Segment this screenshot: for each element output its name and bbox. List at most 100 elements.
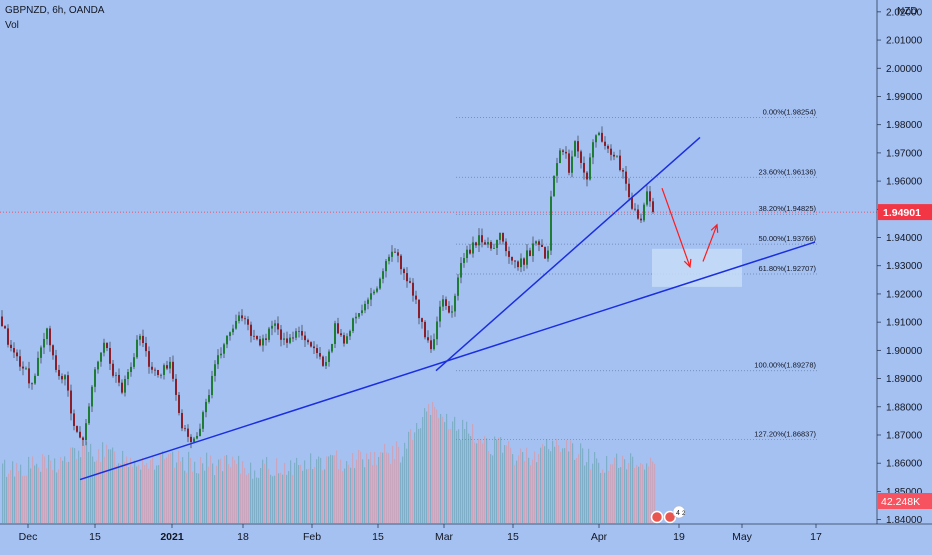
currency-label: NZD	[897, 6, 918, 17]
volume-bar	[202, 463, 204, 523]
volume-bar	[178, 451, 180, 523]
volume-bar	[478, 438, 480, 523]
volume-bar	[504, 445, 506, 523]
volume-bar	[352, 452, 354, 523]
candle-body	[349, 331, 351, 337]
candle-body	[25, 368, 27, 370]
candle-body	[535, 241, 537, 244]
volume-bar	[584, 465, 586, 523]
candle-body	[346, 336, 348, 344]
candle-body	[43, 338, 45, 348]
candle-body	[4, 326, 6, 329]
candle-body	[223, 344, 225, 354]
volume-indicator-label[interactable]: Vol	[5, 20, 19, 31]
candle-body	[79, 431, 81, 438]
candle-body	[328, 351, 330, 362]
candlesticks	[1, 126, 654, 449]
volume-bar	[520, 448, 522, 523]
volume-bar	[196, 473, 198, 523]
candle-body	[622, 170, 624, 172]
volume-bar	[234, 460, 236, 523]
volume-bar	[392, 445, 394, 523]
volume-bar	[82, 439, 84, 523]
volume-bar	[444, 422, 446, 523]
volume-bar	[282, 474, 284, 523]
volume-bar	[386, 452, 388, 523]
candle-body	[367, 299, 369, 304]
volume-bar	[530, 465, 532, 523]
volume-bars	[2, 401, 656, 523]
volume-bar	[348, 464, 350, 523]
volume-bar	[66, 462, 68, 523]
volume-bar	[252, 478, 254, 523]
candle-body	[478, 235, 480, 246]
candle-body	[16, 352, 18, 357]
volume-bar	[368, 459, 370, 523]
candle-body	[571, 156, 573, 173]
candle-body	[88, 406, 90, 424]
volume-bar	[486, 438, 488, 523]
volume-bar	[626, 469, 628, 523]
candle-body	[502, 232, 504, 242]
candle-body	[556, 163, 558, 176]
volume-bar	[540, 447, 542, 523]
volume-bar	[246, 474, 248, 523]
volume-bar	[616, 453, 618, 523]
volume-bar	[586, 462, 588, 523]
candle-body	[637, 209, 639, 219]
volume-bar	[188, 451, 190, 523]
volume-bar	[544, 446, 546, 523]
candle-body	[64, 375, 66, 380]
volume-bar	[288, 471, 290, 523]
volume-bar	[524, 460, 526, 523]
volume-bar	[354, 468, 356, 523]
volume-bar	[52, 469, 54, 523]
fib-level-label: 0.00%(1.98254)	[763, 108, 817, 117]
volume-bar	[58, 469, 60, 523]
candle-body	[583, 162, 585, 173]
candle-body	[391, 251, 393, 257]
volume-bar	[356, 459, 358, 523]
candle-body	[433, 339, 435, 350]
x-tick-label: Mar	[435, 531, 454, 543]
volume-bar	[272, 476, 274, 523]
volume-bar	[192, 471, 194, 523]
volume-bar	[100, 461, 102, 523]
volume-bar	[242, 460, 244, 523]
current-price-value: 1.94901	[883, 207, 921, 219]
volume-bar	[2, 463, 4, 523]
volume-bar	[618, 467, 620, 523]
volume-bar	[102, 442, 104, 523]
volume-bar	[270, 474, 272, 523]
volume-bar	[48, 454, 50, 523]
volume-bar	[412, 439, 414, 523]
volume-bar	[314, 466, 316, 523]
volume-bar	[550, 451, 552, 523]
x-tick-label: Dec	[19, 531, 38, 543]
volume-bar	[210, 455, 212, 523]
y-tick-label: 1.92000	[886, 289, 923, 300]
volume-bar	[170, 453, 172, 523]
candle-body	[640, 218, 642, 221]
volume-bar	[422, 417, 424, 523]
volume-bar	[80, 457, 82, 523]
volume-bar	[436, 409, 438, 523]
candle-body	[628, 183, 630, 198]
candle-body	[322, 356, 324, 366]
volume-bar	[408, 431, 410, 523]
volume-bar	[434, 406, 436, 523]
y-tick-label: 1.99000	[886, 92, 923, 103]
volume-bar	[284, 462, 286, 523]
symbol-title[interactable]: GBPNZD, 6h, OANDA	[5, 5, 105, 16]
candle-body	[100, 352, 102, 362]
volume-bar	[292, 474, 294, 523]
volume-bar	[512, 454, 514, 523]
candle-body	[55, 355, 57, 370]
candle-body	[274, 323, 276, 326]
volume-bar	[602, 469, 604, 523]
volume-bar	[518, 455, 520, 523]
candle-body	[379, 278, 381, 289]
candle-body	[295, 331, 297, 338]
candle-body	[139, 335, 141, 340]
